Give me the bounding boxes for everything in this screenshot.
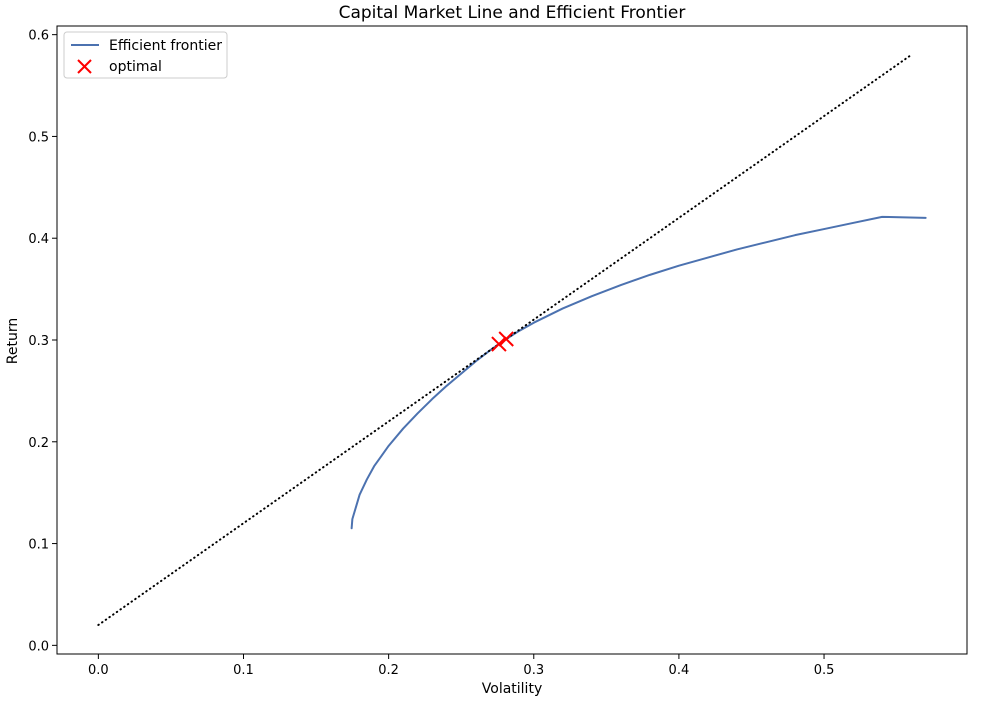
x-tick-label: 0.5 — [814, 663, 835, 678]
x-tick-label: 0.2 — [378, 663, 399, 678]
plot-area — [97, 54, 927, 626]
x-tick-label: 0.0 — [88, 663, 109, 678]
y-tick-label: 0.0 — [28, 639, 49, 654]
legend-label-optimal: optimal — [109, 59, 162, 75]
optimal-point-marker — [491, 336, 507, 352]
y-tick-label: 0.6 — [28, 29, 49, 44]
x-tick-label: 0.1 — [233, 663, 254, 678]
x-tick-label: 0.3 — [523, 663, 544, 678]
y-tick-label: 0.4 — [28, 232, 49, 247]
legend-x-marker-icon — [77, 59, 92, 74]
optimal-point-marker — [498, 331, 514, 347]
y-tick-label: 0.5 — [28, 130, 49, 145]
x-axis-label: Volatility — [482, 681, 542, 697]
y-axis-label: Return — [5, 318, 21, 364]
y-tick-label: 0.2 — [28, 436, 49, 451]
legend: Efficient frontier optimal — [63, 31, 228, 79]
legend-label-efficient-frontier: Efficient frontier — [109, 38, 222, 54]
legend-box — [63, 31, 228, 79]
y-tick-label: 0.1 — [28, 538, 49, 553]
x-axis: 0.0 0.1 0.2 0.3 0.4 0.5 — [88, 654, 834, 678]
x-tick-label: 0.4 — [669, 663, 690, 678]
y-tick-label: 0.3 — [28, 334, 49, 349]
y-axis: 0.0 0.1 0.2 0.3 0.4 0.5 0.6 — [28, 29, 57, 654]
chart-title: Capital Market Line and Efficient Fronti… — [339, 3, 686, 23]
